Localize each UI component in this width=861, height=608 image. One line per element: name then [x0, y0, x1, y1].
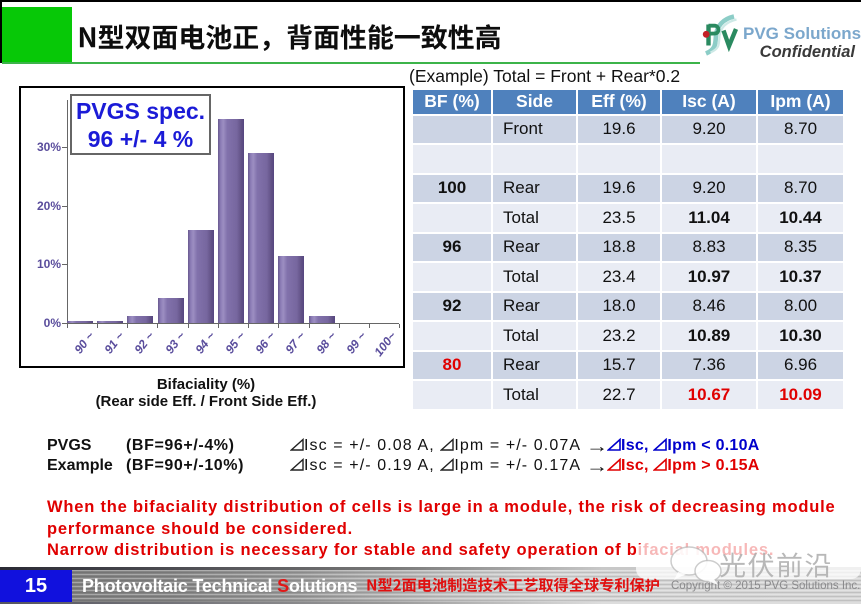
svg-text:Confidential: Confidential — [760, 43, 856, 61]
svg-text:PVG Solutions: PVG Solutions — [743, 24, 861, 43]
